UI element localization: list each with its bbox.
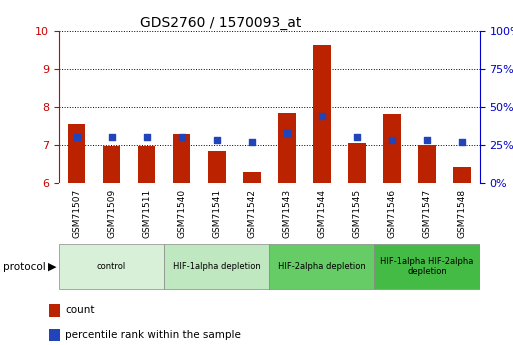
Bar [418, 145, 436, 183]
Point [353, 135, 361, 140]
Point [248, 139, 256, 145]
FancyBboxPatch shape [374, 244, 480, 289]
Bar [243, 172, 261, 183]
Text: GSM71507: GSM71507 [72, 188, 81, 238]
Bar [173, 134, 190, 183]
Text: GSM71547: GSM71547 [423, 188, 431, 238]
Text: ▶: ▶ [48, 262, 56, 272]
Text: GSM71542: GSM71542 [247, 188, 256, 238]
Text: GSM71544: GSM71544 [318, 188, 326, 238]
Text: HIF-2alpha depletion: HIF-2alpha depletion [278, 262, 366, 271]
Point [108, 135, 116, 140]
Bar [383, 114, 401, 183]
Point [388, 138, 396, 143]
Bar [138, 146, 155, 183]
Text: GSM71543: GSM71543 [282, 188, 291, 238]
FancyBboxPatch shape [269, 244, 374, 289]
Text: GSM71545: GSM71545 [352, 188, 362, 238]
Text: GSM71548: GSM71548 [458, 188, 467, 238]
Point [458, 139, 466, 145]
Text: percentile rank within the sample: percentile rank within the sample [65, 330, 241, 340]
Point [318, 113, 326, 119]
Text: GSM71540: GSM71540 [177, 188, 186, 238]
Point [423, 138, 431, 143]
Text: GSM71511: GSM71511 [142, 188, 151, 238]
Point [283, 130, 291, 136]
Text: GDS2760 / 1570093_at: GDS2760 / 1570093_at [140, 16, 301, 30]
Point [177, 135, 186, 140]
Text: GSM71509: GSM71509 [107, 188, 116, 238]
Text: HIF-1alpha HIF-2alpha
depletion: HIF-1alpha HIF-2alpha depletion [380, 257, 474, 276]
Point [212, 138, 221, 143]
Bar [348, 142, 366, 183]
Text: control: control [97, 262, 126, 271]
Text: count: count [65, 305, 94, 315]
Text: GSM71541: GSM71541 [212, 188, 221, 238]
Bar [278, 113, 295, 183]
Bar [103, 146, 121, 183]
FancyBboxPatch shape [59, 244, 164, 289]
Point [143, 135, 151, 140]
Bar [49, 304, 60, 317]
Bar [453, 167, 471, 183]
Bar [49, 329, 60, 342]
Text: protocol: protocol [3, 262, 45, 272]
Text: HIF-1alpha depletion: HIF-1alpha depletion [173, 262, 261, 271]
Bar [208, 151, 226, 183]
FancyBboxPatch shape [164, 244, 269, 289]
Point [72, 135, 81, 140]
Bar [313, 46, 331, 183]
Bar [68, 124, 85, 183]
Text: GSM71546: GSM71546 [387, 188, 397, 238]
